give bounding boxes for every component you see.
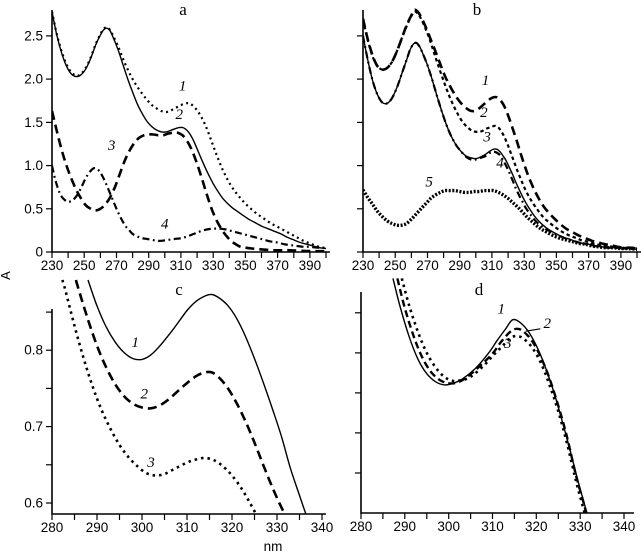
panel-b-x-tick-label: 350 [545,258,568,273]
panel-d-x-tick-label: 290 [394,519,417,534]
panel-b-curve-label-5: 5 [425,174,433,190]
panel-b-x-tick-label: 290 [448,258,471,273]
panel-a-curve-4 [52,165,327,249]
panel-a-curve-label-2: 2 [176,107,184,123]
panel-a-x-tick-label: 310 [170,258,193,273]
panel-d-curve-2 [396,278,588,513]
panel-a-y-tick-label: 0.5 [24,201,43,216]
panel-b-curve-label-1: 1 [482,73,490,89]
panel-a-x-tick-label: 250 [73,258,96,273]
panel-a-title: a [179,0,187,19]
panel-a-curve-label-1: 1 [179,78,187,94]
panel-c-curve-label-1: 1 [132,335,140,351]
panel-c-title: c [175,280,183,299]
x-axis-label: nm [263,539,283,554]
panel-b-title: b [472,0,482,19]
panel-b-axes [362,10,641,253]
panel-c-curve-label-3: 3 [146,455,155,471]
panel-b-x-tick-label: 270 [416,258,439,273]
panel-a-x-tick-label: 350 [234,258,257,273]
panel-d-axes [360,292,634,514]
panel-b-curve-5 [363,188,638,252]
panel-b-x-tick-label: 370 [577,258,600,273]
panel-c: 280 290 300 310 320 330 340 0.6 0.7 0.8 1 2 3 [24,279,334,535]
panel-a-x-tick-label: 390 [299,258,322,273]
panel-b: 230 250 270 290 310 330 350 370 390 1 2 34 5 [352,8,641,273]
panel-d-x-tick-label: 340 [613,519,636,534]
panel-c-x-tick-label: 280 [41,520,64,535]
panel-a-x-tick-label: 230 [41,258,64,273]
panel-c-x-tick-label: 300 [131,520,154,535]
panel-b-curve-label-4: 4 [496,155,504,171]
panel-c-x-tick-label: 320 [221,520,244,535]
panel-c-y-tick-label: 0.6 [24,496,43,511]
panel-d-curve-label-2: 2 [544,316,552,332]
panel-c-x-tick-label: 330 [266,520,289,535]
panel-a-x-tick-label: 270 [105,258,128,273]
panel-c-y-tick-label: 0.7 [24,419,43,434]
panel-b-curve-4 [363,35,638,251]
panel-c-curve-3 [61,279,258,514]
panel-a-x-tick-label: 330 [202,258,225,273]
panel-d-x-tick-label: 330 [569,519,592,534]
panel-a-curve-label-4: 4 [161,217,169,233]
panel-d: 280 290 300 310 320 330 340 1 2 3 [350,278,636,534]
panel-c-curve-2 [74,279,287,514]
panel-b-x-tick-label: 230 [352,258,375,273]
panel-b-curve-2 [363,10,638,250]
panel-a-x-tick-label: 290 [137,258,160,273]
panel-d-label-pointer [525,328,541,332]
panel-c-x-tick-label: 290 [86,520,109,535]
panel-a-y-tick-label: 2.5 [24,28,43,43]
panel-c-axes [51,309,326,515]
panel-a-curve-1 [52,11,327,249]
panel-c-x-tick-label: 340 [311,520,334,535]
panel-d-curve-1 [392,278,588,513]
panel-a: 230 250 270 290 310 330 350 370 390 0 0.5 1.0 1.5 2.0… [24,10,330,273]
panel-a-y-tick-label: 1.0 [24,158,43,173]
y-axis-label: A [0,271,13,280]
panel-d-curve-label-3: 3 [503,336,512,352]
panel-d-title: d [474,280,484,299]
panel-a-curve-3 [52,110,327,252]
panel-d-x-tick-label: 310 [481,519,504,534]
panel-b-x-tick-label: 250 [384,258,407,273]
panel-d-x-tick-label: 300 [437,519,460,534]
panel-b-x-tick-label: 310 [481,258,504,273]
panel-c-curve-1 [87,279,307,514]
panel-a-curve-label-3: 3 [107,138,116,154]
panel-d-curve-label-1: 1 [498,302,506,318]
panel-a-curve-2 [52,11,327,250]
panel-b-curve-label-3: 3 [482,129,491,145]
panel-d-curve-3 [400,278,586,513]
panel-c-curve-label-2: 2 [141,386,149,402]
panel-b-x-tick-label: 390 [610,258,633,273]
panel-c-x-tick-label: 310 [176,520,199,535]
panel-b-curve-label-2: 2 [480,105,488,121]
panel-b-x-tick-label: 330 [513,258,536,273]
panel-a-y-tick-label: 2.0 [24,72,43,87]
panel-c-y-tick-label: 0.8 [24,343,43,358]
panel-a-y-tick-label: 0 [35,245,43,260]
panel-d-x-tick-label: 280 [350,519,373,534]
panel-a-x-tick-label: 370 [266,258,289,273]
panel-d-x-tick-label: 320 [525,519,548,534]
panel-a-y-tick-label: 1.5 [24,115,43,130]
